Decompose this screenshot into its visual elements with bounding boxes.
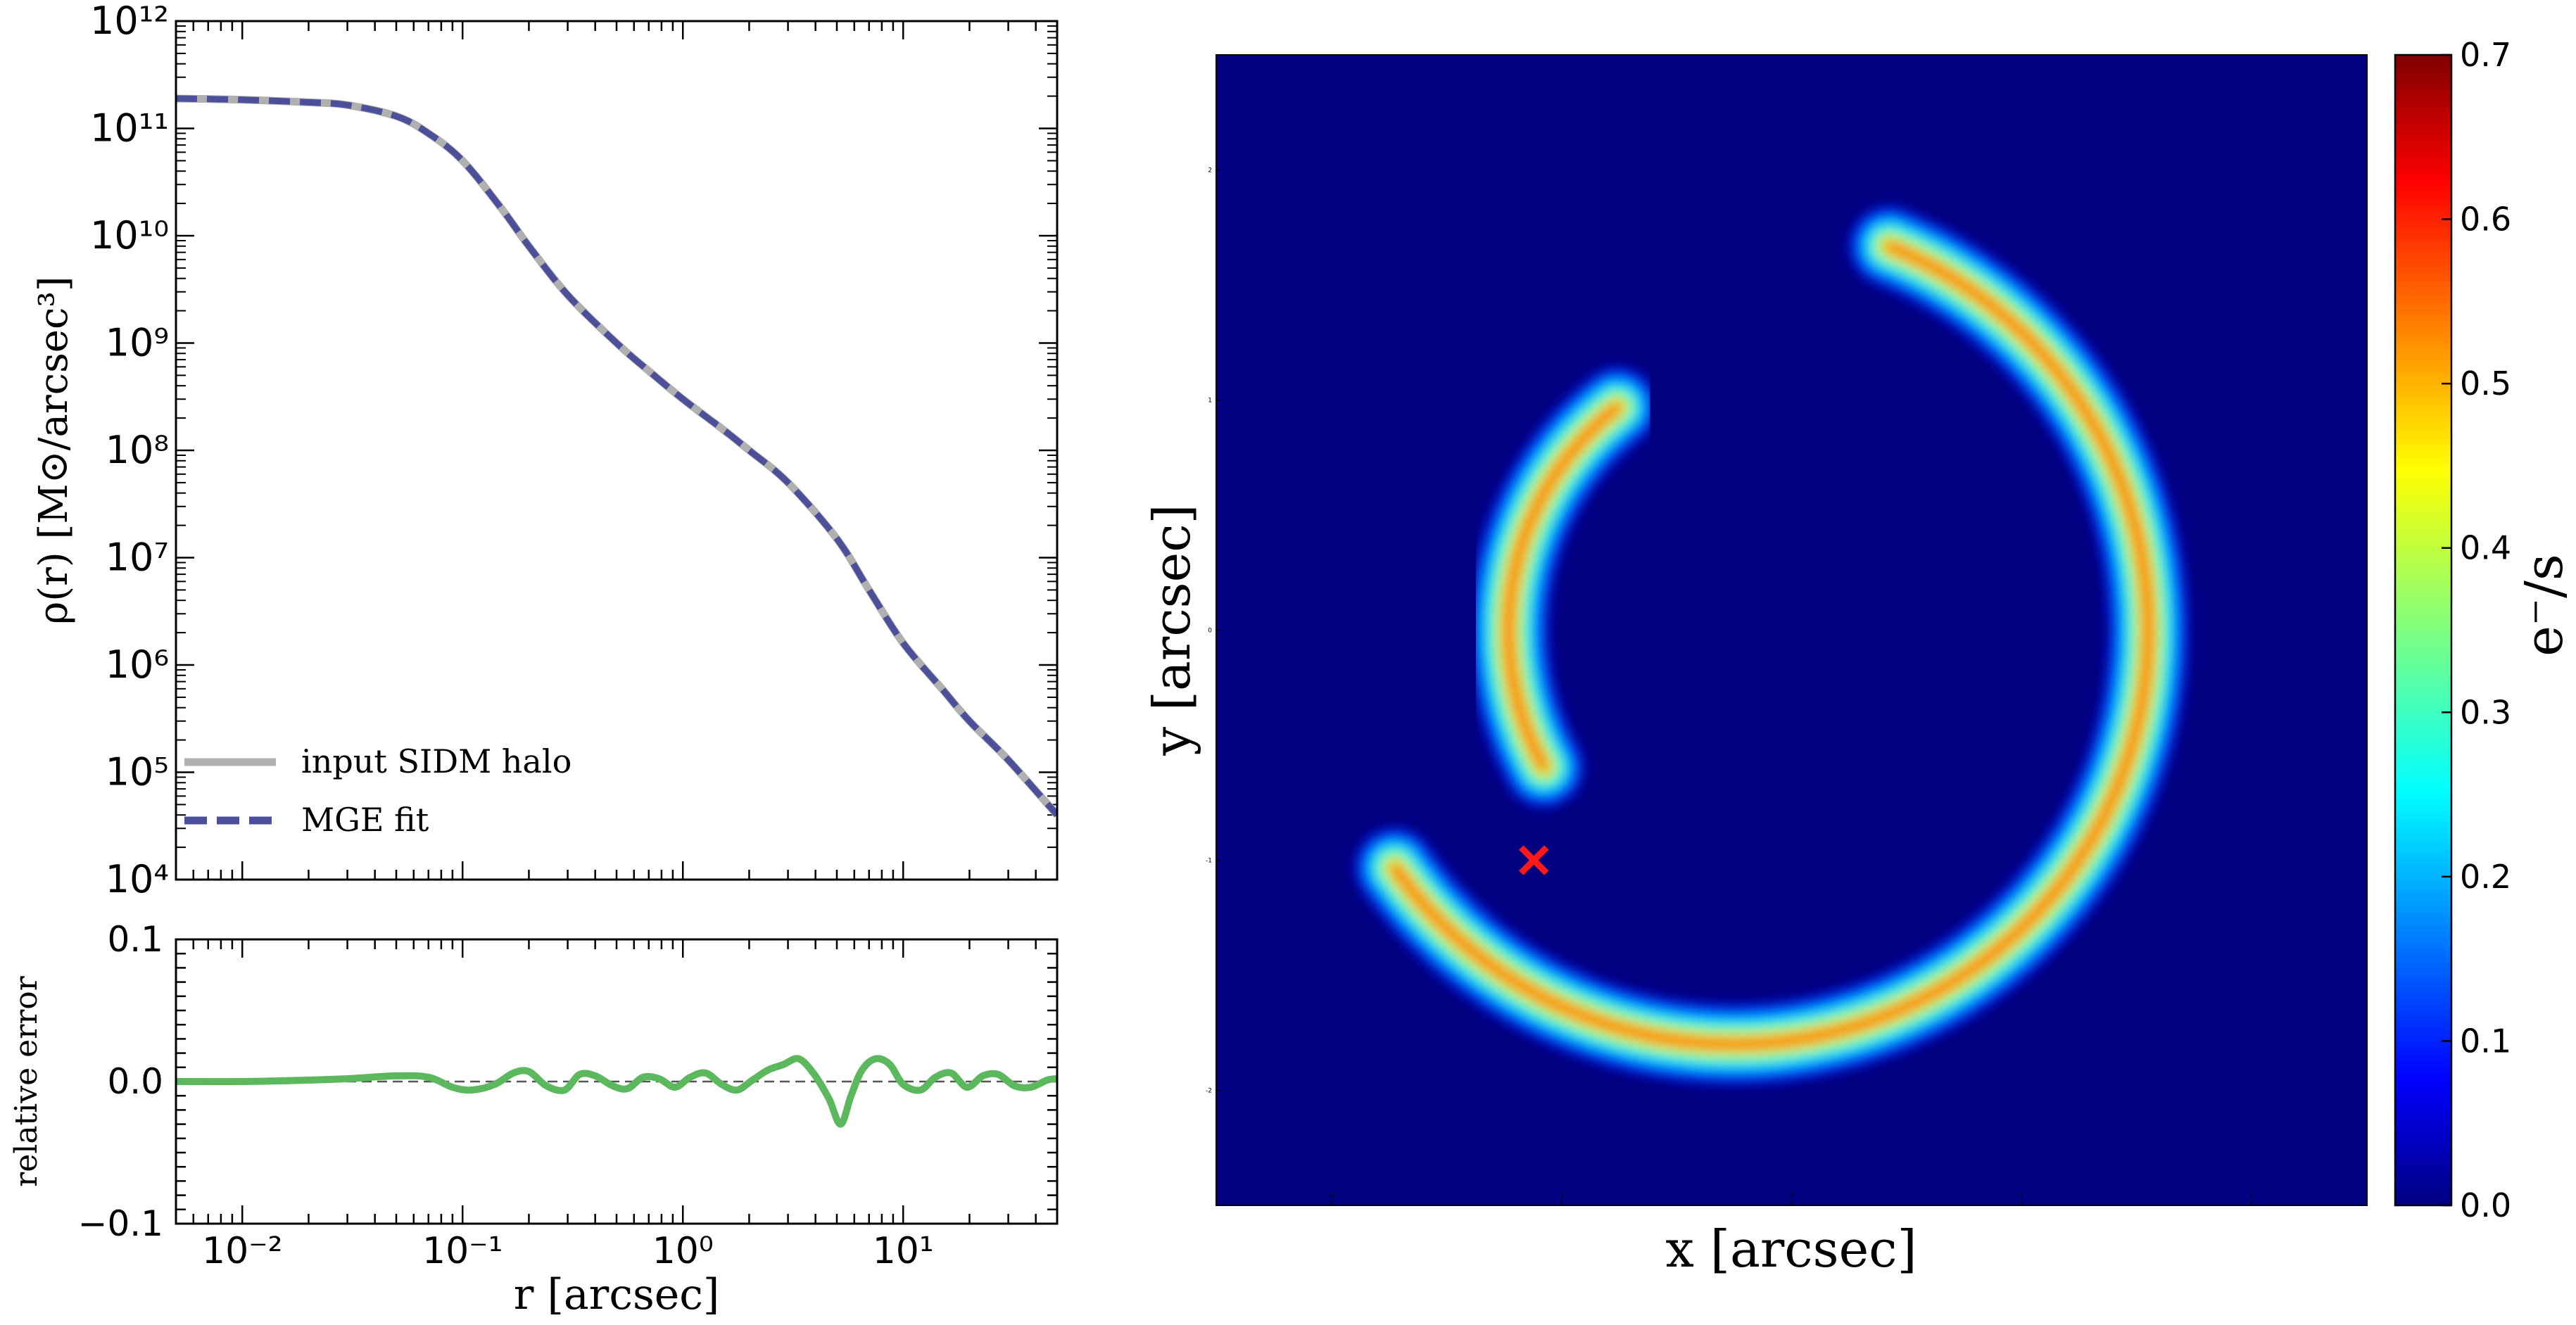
xtick-label: 10⁰ [652,1230,714,1272]
density-ytick-label: 10⁴ [106,857,169,901]
map-xtick-label: 2 [2250,1192,2254,1199]
density-ylabel: ρ(r) [M⊙/arcsec³] [31,276,77,624]
density-ytick-label: 10⁵ [106,750,169,794]
density-ytick-label: 10¹² [90,0,169,43]
colorbar: 0.0 0.1 0.2 0.3 0.4 0.5 0.6 0.7 e⁻/s [2394,36,2575,1224]
series-mge-fit [176,95,1057,818]
series-relative-error [176,1055,1057,1128]
map-xtick-label: -2 [1328,1192,1334,1199]
residual-xlabel: r [arcsec] [514,1270,720,1319]
arc-intensity-layer [1390,241,2153,1049]
marker-stroke [1519,845,1549,875]
xtick-label: 10¹ [873,1230,934,1272]
legend-label-input: input SIDM halo [301,742,572,780]
residual-ytick-label: −0.1 [78,1203,163,1244]
lens-xlabel: x [arcsec] [1665,1219,1917,1279]
arc-intensity-layer [1503,402,1622,773]
left-arc [1469,368,1657,807]
residual-ylabel: relative error [8,975,44,1187]
colorbar-tick-label: 0.1 [2460,1022,2511,1060]
density-frame [175,20,1059,881]
colorbar-tick-label: 0.0 [2460,1186,2511,1224]
density-lines [176,94,1057,818]
residual-panel: −0.1 0.0 0.1 10⁻² 10⁻¹ 10⁰ 10¹ relative error… [8,919,1059,1319]
lens-frame [1216,54,2368,1206]
map-ytick-label: 1 [1208,398,1212,405]
density-plot-area [176,21,1057,880]
map-ytick-label: -2 [1206,1088,1212,1095]
density-ytick-label: 10¹⁰ [90,213,169,258]
colorbar-tick-label: 0.6 [2460,201,2511,239]
lens-ticks: -2 -1 0 1 2 -2 -1 0 1 2 [1206,167,2254,1205]
colorbar-tick-label: 0.7 [2460,36,2511,74]
map-ytick-label: -1 [1206,858,1212,865]
map-xtick-label: -1 [1558,1192,1565,1199]
colorbar-tick-label: 0.4 [2460,529,2511,567]
residual-ytick-labels: −0.1 0.0 0.1 [78,919,163,1244]
map-ytick-label: 2 [1208,167,1212,175]
density-ytick-label: 10⁸ [106,428,169,472]
density-ytick-label: 10⁷ [106,535,169,580]
colorbar-label: e⁻/s [2514,554,2575,657]
density-ytick-labels: 10⁴ 10⁵ 10⁶ 10⁷ 10⁸ 10⁹ 10¹⁰ 10¹¹ 10¹² [90,0,169,901]
xtick-label: 10⁻¹ [422,1230,503,1272]
lens-ylabel: y [arcsec] [1142,504,1201,756]
map-xtick-label: 1 [2020,1192,2024,1199]
residual-frame [175,938,1059,1225]
map-ytick-label: 0 [1208,628,1212,635]
residual-lines [176,1055,1057,1128]
map-xtick-label: 0 [1790,1192,1794,1199]
density-ticks [175,20,1059,881]
residual-xtick-labels: 10⁻² 10⁻¹ 10⁰ 10¹ [202,1230,934,1272]
density-ytick-label: 10⁶ [106,642,169,687]
density-ytick-label: 10⁹ [106,321,169,365]
residual-ytick-label: 0.0 [107,1061,163,1102]
density-panel: 10⁴ 10⁵ 10⁶ 10⁷ 10⁸ 10⁹ 10¹⁰ 10¹¹ 10¹² ρ(r) [M⊙/… [31,0,1059,901]
residual-ytick-label: 0.1 [107,919,163,960]
colorbar-ticks: 0.0 0.1 0.2 0.3 0.4 0.5 0.6 0.7 [2442,36,2511,1224]
colorbar-tick-label: 0.5 [2460,364,2511,402]
source-marker [1519,845,1549,875]
density-ytick-label: 10¹¹ [90,106,169,151]
colorbar-tick-label: 0.2 [2460,858,2511,896]
legend-label-mge: MGE fit [301,801,429,839]
colorbar-tick-label: 0.3 [2460,693,2511,731]
xtick-label: 10⁻² [202,1230,282,1272]
colorbar-gradient [2394,53,2453,1207]
right-arc [1356,207,2187,1084]
lens-panel: -2 -1 0 1 2 -2 -1 0 1 2 x [arcsec] y [arcsec] 0.0… [1142,36,2575,1279]
density-legend: input SIDM halo MGE fit [184,742,572,839]
lens-arcs [1356,207,2187,1084]
